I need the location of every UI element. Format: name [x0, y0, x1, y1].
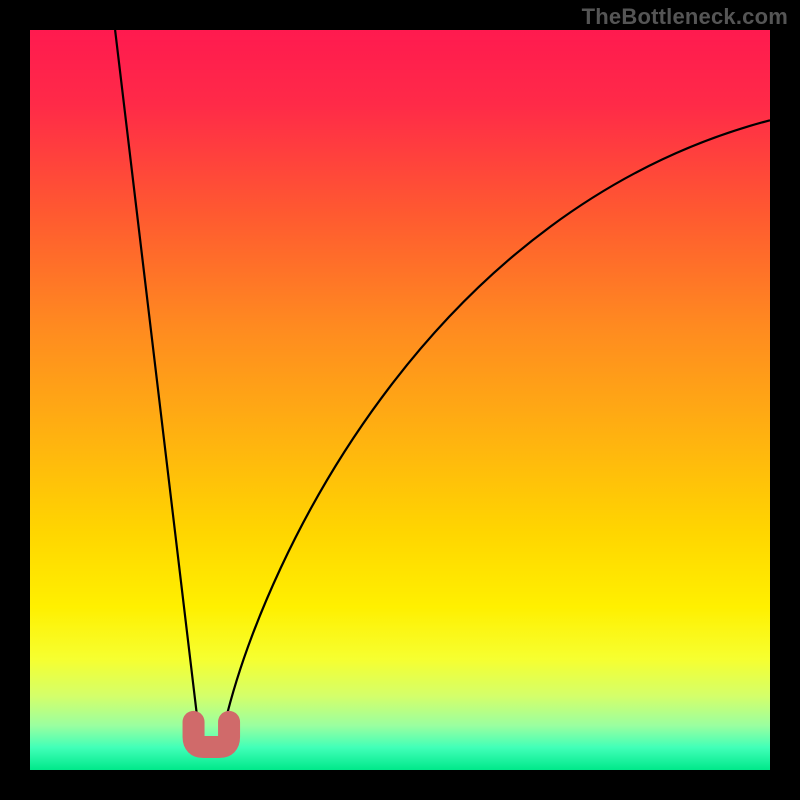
chart-root: TheBottleneck.com: [0, 0, 800, 800]
bottleneck-chart-svg: [0, 0, 800, 800]
plot-background: [30, 30, 770, 770]
